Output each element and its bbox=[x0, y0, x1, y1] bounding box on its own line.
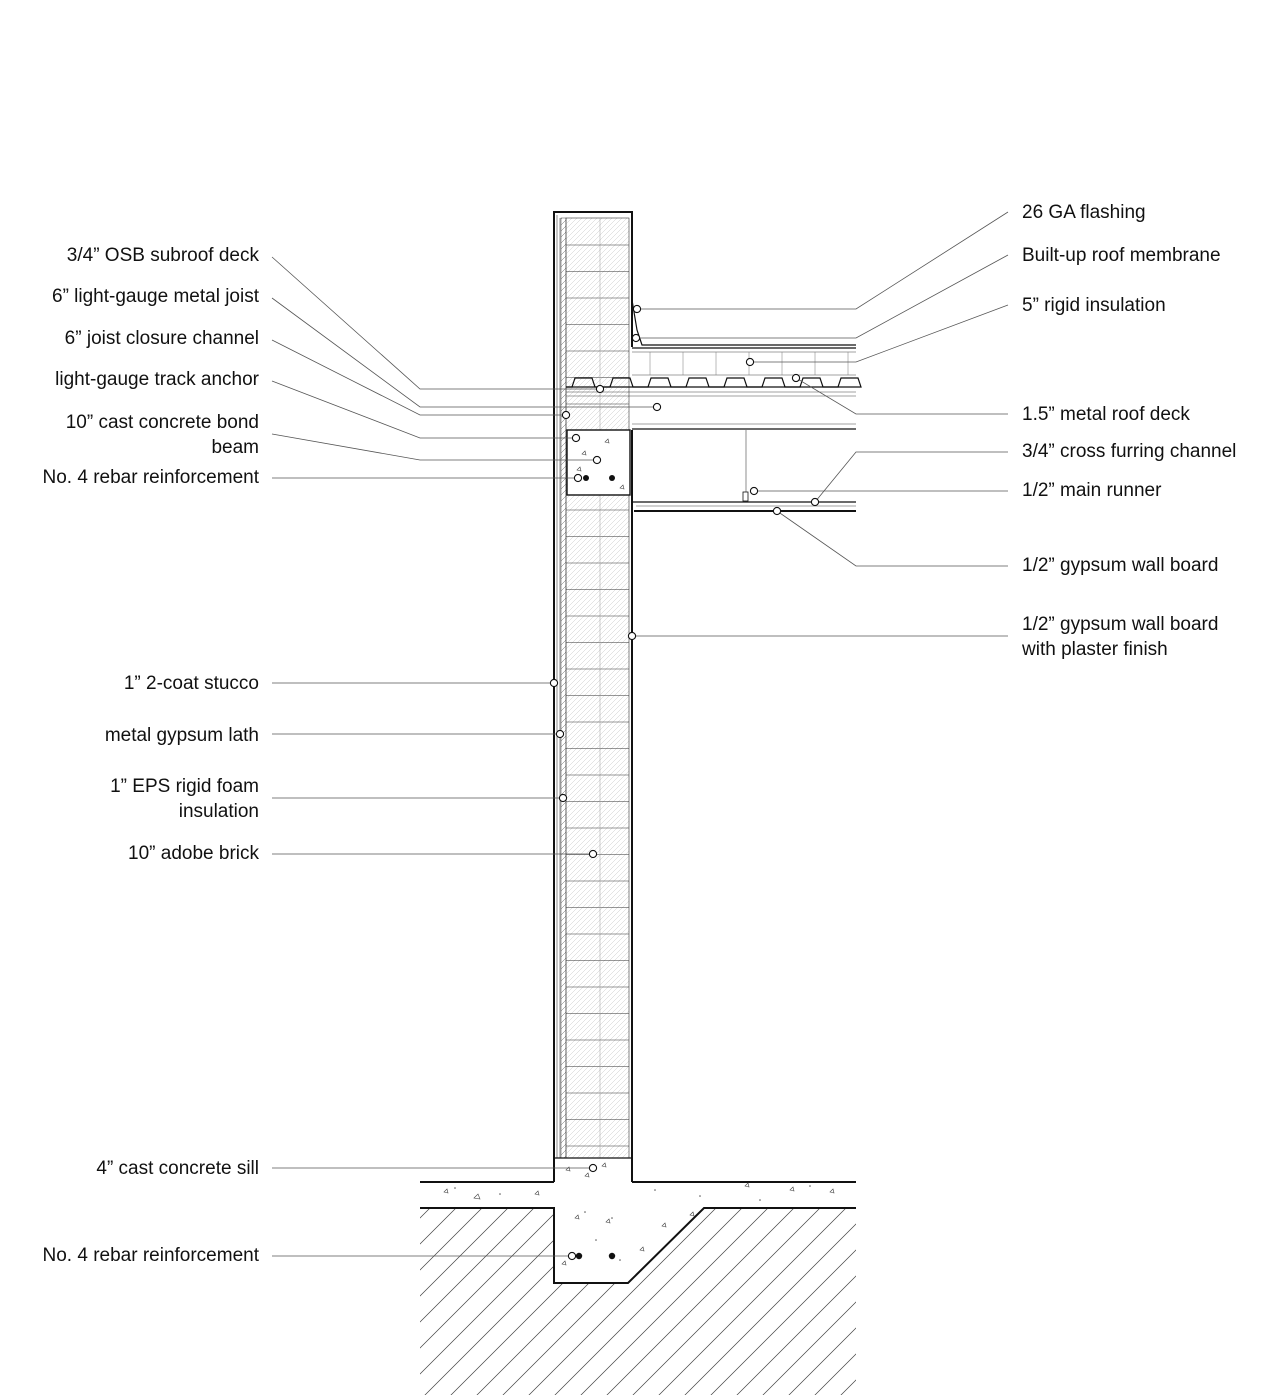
label-adobe-brick: 10” adobe brick bbox=[128, 843, 259, 864]
label-bond-beam: 10” cast concrete bond beam bbox=[66, 412, 259, 458]
ground-and-footing bbox=[420, 1181, 856, 1395]
label-metal-joist: 6” light-gauge metal joist bbox=[52, 286, 260, 307]
adobe-wall bbox=[553, 211, 633, 1182]
leader-dots bbox=[549, 304, 820, 1261]
label-eps-insulation: 1” EPS rigid foam insulation bbox=[110, 776, 259, 822]
label-rigid-insulation: 5” rigid insulation bbox=[1022, 295, 1166, 316]
labels-right: 26 GA flashing Built-up roof membrane 5”… bbox=[1021, 202, 1236, 660]
label-gypsum-board-plaster: 1/2” gypsum wall board with plaster finis… bbox=[1021, 614, 1218, 660]
label-gypsum-lath: metal gypsum lath bbox=[105, 725, 259, 746]
label-track-anchor: light-gauge track anchor bbox=[55, 369, 260, 390]
label-furring-channel: 3/4” cross furring channel bbox=[1022, 441, 1236, 462]
label-concrete-sill: 4” cast concrete sill bbox=[96, 1158, 259, 1179]
leader-lines bbox=[271, 211, 1009, 1257]
label-roof-membrane: Built-up roof membrane bbox=[1022, 245, 1221, 266]
label-main-runner: 1/2” main runner bbox=[1022, 480, 1162, 501]
labels-left: 3/4” OSB subroof deck 6” light-gauge met… bbox=[43, 245, 260, 1266]
label-rebar-upper: No. 4 rebar reinforcement bbox=[43, 467, 260, 488]
label-flashing: 26 GA flashing bbox=[1022, 202, 1146, 223]
label-stucco: 1” 2-coat stucco bbox=[124, 673, 259, 694]
label-rebar-lower: No. 4 rebar reinforcement bbox=[43, 1245, 260, 1266]
label-metal-roof-deck: 1.5” metal roof deck bbox=[1022, 404, 1190, 425]
label-osb-subroof-deck: 3/4” OSB subroof deck bbox=[67, 245, 260, 266]
label-joist-closure-channel: 6” joist closure channel bbox=[65, 328, 259, 349]
label-gypsum-board: 1/2” gypsum wall board bbox=[1022, 555, 1218, 576]
